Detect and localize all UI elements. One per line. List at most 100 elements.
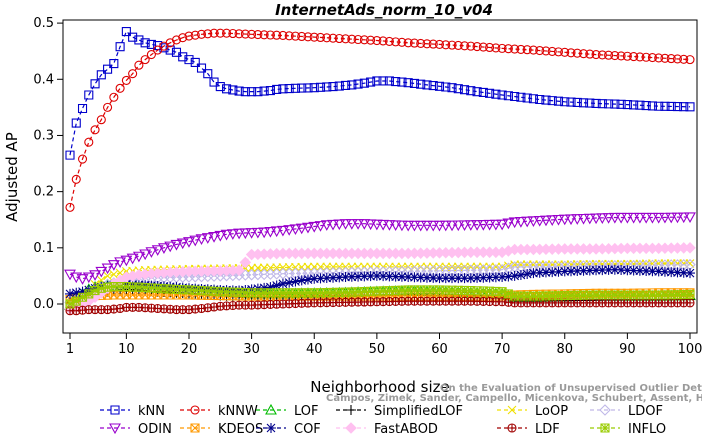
data-point-odin xyxy=(251,227,264,239)
data-point-odin xyxy=(95,266,108,278)
data-point-cof xyxy=(415,272,426,283)
data-point-knnw xyxy=(453,40,463,51)
data-point-odin xyxy=(352,219,365,230)
data-point-cof xyxy=(265,282,276,293)
legend-label: SimplifiedLOF xyxy=(374,404,463,419)
data-point-knnw xyxy=(284,31,294,41)
data-point-odin xyxy=(408,220,421,232)
data-point-knn xyxy=(485,88,495,98)
data-point-knnw xyxy=(215,28,225,38)
data-point-knn xyxy=(109,58,119,69)
data-point-knn xyxy=(453,84,463,94)
data-point-knnw xyxy=(140,55,150,65)
data-point-odin xyxy=(308,221,321,233)
data-point-cof xyxy=(509,270,520,281)
legend-marker xyxy=(190,405,200,415)
x-tick-label: 70 xyxy=(494,342,511,357)
watermark-line-2: On the Evaluation of Unsupervised Outlie… xyxy=(440,383,702,394)
data-point-cof xyxy=(403,272,414,283)
data-point-cof xyxy=(641,265,652,276)
data-point-loop xyxy=(303,262,313,272)
data-point-cof xyxy=(559,266,570,277)
data-point-cof xyxy=(622,265,633,276)
data-point-loop xyxy=(284,262,294,272)
data-point-knn xyxy=(466,86,476,96)
data-point-knnw xyxy=(65,202,75,212)
data-point-odin xyxy=(621,212,634,224)
data-point-cof xyxy=(421,272,432,283)
data-point-cof xyxy=(447,273,458,284)
data-point-odin xyxy=(508,217,521,229)
data-point-knnw xyxy=(560,47,570,57)
data-point-odin xyxy=(164,241,177,253)
data-point-odin xyxy=(283,225,296,236)
data-point-cof xyxy=(584,265,595,276)
data-point-knn xyxy=(128,32,138,42)
y-tick-label: 0.5 xyxy=(33,16,54,31)
data-point-knnw xyxy=(503,44,513,54)
legend-marker xyxy=(599,404,611,416)
legend-item-knnw: kNNW xyxy=(180,404,258,419)
legend-item-ldof: LDOF xyxy=(590,404,663,419)
data-point-knnw xyxy=(240,29,250,39)
data-point-knn xyxy=(121,26,131,37)
series-line-knn xyxy=(69,30,691,156)
data-point-knn xyxy=(441,82,451,92)
data-point-knnw xyxy=(71,174,81,184)
data-point-odin xyxy=(590,213,602,225)
data-point-knn xyxy=(140,38,150,48)
data-point-odin xyxy=(226,229,239,240)
x-tick-label: 30 xyxy=(243,342,260,357)
data-point-odin xyxy=(201,233,214,244)
data-point-loop xyxy=(309,262,319,272)
data-point-odin xyxy=(446,220,458,232)
data-point-knn xyxy=(196,63,207,73)
data-point-inflo xyxy=(96,283,106,293)
data-point-loop xyxy=(266,263,275,273)
data-point-knnw xyxy=(522,45,532,55)
data-point-knnw xyxy=(290,31,301,41)
data-point-cof xyxy=(666,267,677,278)
data-point-cof xyxy=(672,267,683,278)
data-point-odin xyxy=(320,220,333,231)
x-tick-label: 50 xyxy=(369,342,386,357)
data-point-cof xyxy=(659,266,670,277)
data-point-cof xyxy=(440,273,451,284)
data-point-knn xyxy=(272,84,282,94)
x-tick-label: 1 xyxy=(66,342,74,357)
data-point-knnw xyxy=(459,41,470,51)
data-point-odin xyxy=(139,249,152,261)
data-point-cof xyxy=(359,271,370,282)
data-point-odin xyxy=(577,213,590,225)
data-point-knnw xyxy=(497,43,507,53)
data-point-knnw xyxy=(272,30,282,40)
data-point-knnw xyxy=(253,30,263,40)
data-point-knn xyxy=(510,91,520,102)
data-point-knnw xyxy=(535,45,545,56)
data-point-cof xyxy=(365,271,376,282)
data-point-cof xyxy=(534,267,545,278)
data-point-knn xyxy=(384,76,394,86)
data-point-knnw xyxy=(654,53,664,63)
data-point-knn xyxy=(215,82,225,92)
legend-item-ldf: LDF xyxy=(497,422,560,434)
data-point-odin xyxy=(120,255,133,267)
data-point-ldf xyxy=(71,306,81,316)
data-point-odin xyxy=(289,224,302,236)
data-point-knnw xyxy=(566,48,576,58)
data-point-knnw xyxy=(541,46,551,56)
data-point-knnw xyxy=(372,35,382,46)
data-point-cof xyxy=(302,274,313,285)
legend-marker xyxy=(600,423,610,433)
x-tick-label: 10 xyxy=(118,342,135,357)
legend-marker xyxy=(109,423,121,434)
data-point-odin xyxy=(126,253,139,265)
data-point-cof xyxy=(503,271,514,282)
data-point-inflo xyxy=(685,289,695,299)
data-point-odin xyxy=(145,247,158,258)
watermark-line-1: Campos, Zimek, Sander, Campello, Micenko… xyxy=(326,393,702,404)
data-point-loop xyxy=(316,262,325,272)
data-point-cof xyxy=(572,265,583,276)
data-point-knn xyxy=(190,57,200,67)
